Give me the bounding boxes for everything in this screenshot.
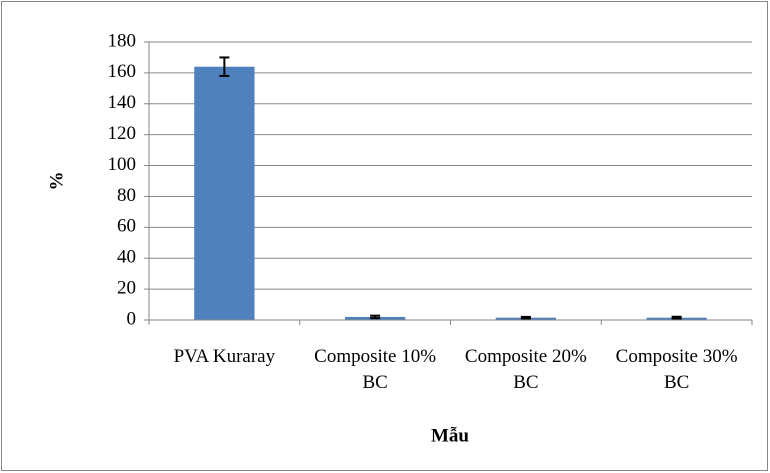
y-tick-label: 40 xyxy=(117,247,136,268)
x-tick-label: Composite 30% BC xyxy=(616,346,738,393)
y-tick-label: 180 xyxy=(108,30,137,51)
y-tick-label: 80 xyxy=(117,185,136,206)
error-bar xyxy=(671,315,682,320)
x-tick-label: PVA Kuraray xyxy=(174,346,276,367)
error-bar xyxy=(520,315,531,320)
bar xyxy=(194,66,255,320)
y-tick-label: 60 xyxy=(117,216,136,237)
y-axis-label: % xyxy=(46,172,67,191)
x-tick-label: Composite 10% BC xyxy=(314,346,436,393)
x-axis-label: Mẫu xyxy=(431,425,469,446)
error-bar xyxy=(370,314,381,320)
y-tick-label: 20 xyxy=(117,277,136,298)
y-tick-label: 0 xyxy=(127,308,137,329)
y-tick-label: 160 xyxy=(108,61,137,82)
x-tick-label: Composite 20% BC xyxy=(465,346,587,393)
y-tick-label: 100 xyxy=(108,154,137,175)
y-tick-label: 140 xyxy=(108,92,137,113)
y-tick-label: 120 xyxy=(108,123,137,144)
error-bar xyxy=(219,56,230,77)
